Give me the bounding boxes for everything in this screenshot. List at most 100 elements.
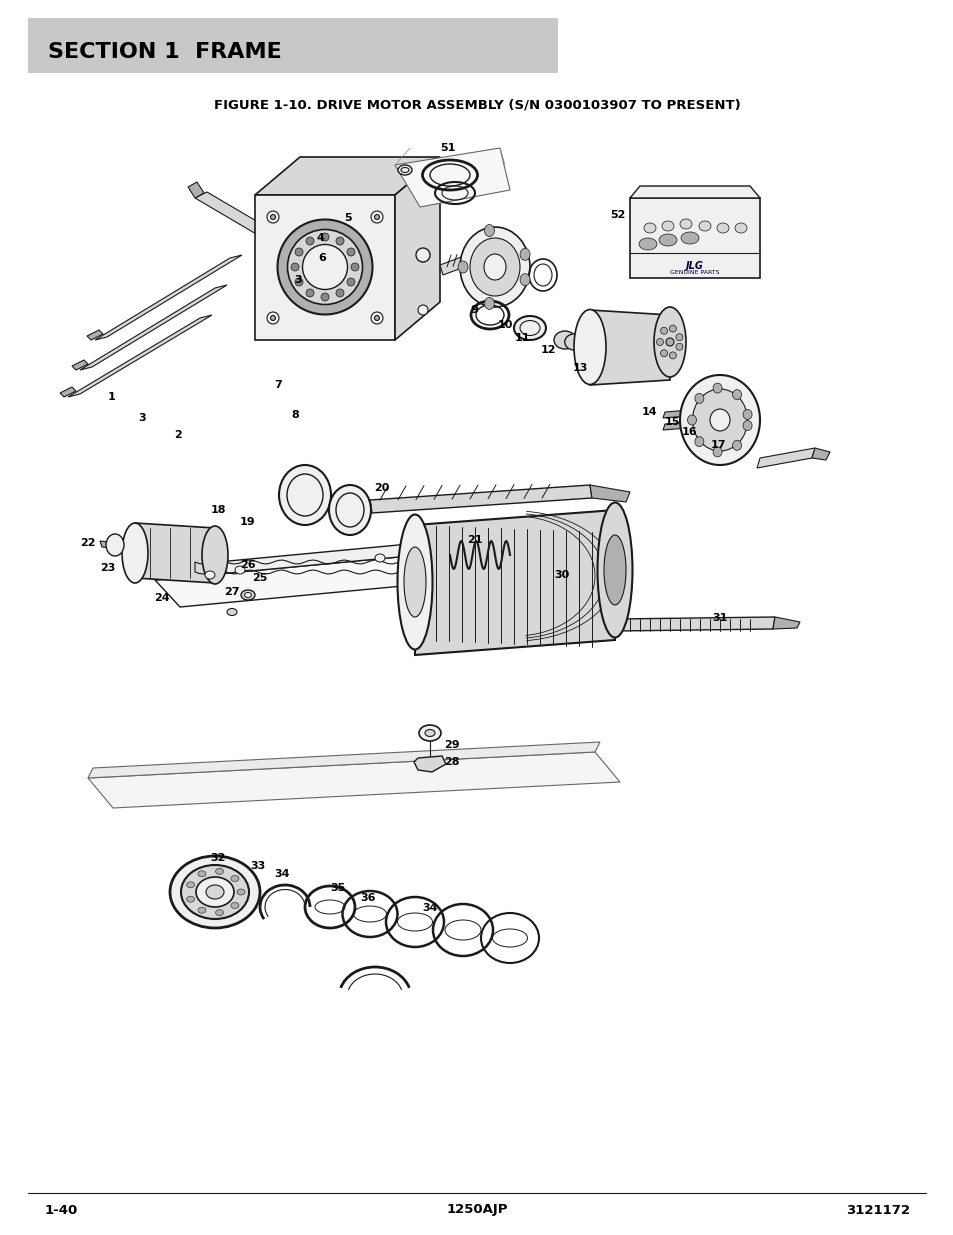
Text: 11: 11 xyxy=(514,333,529,343)
Text: 30: 30 xyxy=(554,571,569,580)
Ellipse shape xyxy=(202,526,228,584)
Polygon shape xyxy=(135,522,214,583)
Polygon shape xyxy=(414,756,446,772)
Ellipse shape xyxy=(675,333,682,341)
Ellipse shape xyxy=(277,220,372,315)
Text: 27: 27 xyxy=(224,587,239,597)
Ellipse shape xyxy=(484,298,494,310)
Ellipse shape xyxy=(234,566,245,574)
Text: 32: 32 xyxy=(210,853,226,863)
Ellipse shape xyxy=(742,410,751,420)
Text: FIGURE 1-10. DRIVE MOTOR ASSEMBLY (S/N 0300103907 TO PRESENT): FIGURE 1-10. DRIVE MOTOR ASSEMBLY (S/N 0… xyxy=(213,99,740,111)
Polygon shape xyxy=(395,148,510,207)
Ellipse shape xyxy=(351,263,358,270)
Ellipse shape xyxy=(306,289,314,296)
Text: 28: 28 xyxy=(444,757,459,767)
Polygon shape xyxy=(95,254,242,340)
Text: 15: 15 xyxy=(663,417,679,427)
Ellipse shape xyxy=(734,224,746,233)
Ellipse shape xyxy=(244,593,252,598)
Ellipse shape xyxy=(267,312,278,324)
Ellipse shape xyxy=(329,485,371,535)
Ellipse shape xyxy=(643,224,656,233)
Text: 17: 17 xyxy=(709,440,725,450)
Text: 16: 16 xyxy=(681,427,697,437)
Ellipse shape xyxy=(659,327,667,335)
Text: GENUINE PARTS: GENUINE PARTS xyxy=(670,270,719,275)
Text: 20: 20 xyxy=(374,483,389,493)
Ellipse shape xyxy=(519,274,530,285)
Ellipse shape xyxy=(424,730,435,736)
Polygon shape xyxy=(60,387,76,396)
Ellipse shape xyxy=(231,876,238,882)
Ellipse shape xyxy=(347,278,355,287)
Ellipse shape xyxy=(371,211,382,224)
Text: 7: 7 xyxy=(274,380,281,390)
Polygon shape xyxy=(772,618,800,629)
Ellipse shape xyxy=(320,233,329,241)
Polygon shape xyxy=(100,541,119,550)
Text: 4: 4 xyxy=(315,233,324,243)
Polygon shape xyxy=(71,359,88,370)
Text: 3121172: 3121172 xyxy=(845,1203,909,1216)
Ellipse shape xyxy=(484,225,494,237)
Polygon shape xyxy=(194,191,274,238)
Polygon shape xyxy=(154,542,430,580)
Text: 13: 13 xyxy=(572,363,587,373)
Polygon shape xyxy=(415,510,615,655)
Polygon shape xyxy=(188,182,204,198)
Ellipse shape xyxy=(679,375,760,466)
Ellipse shape xyxy=(294,248,303,256)
Text: 24: 24 xyxy=(154,593,170,603)
Ellipse shape xyxy=(271,215,275,220)
Ellipse shape xyxy=(717,224,728,233)
Ellipse shape xyxy=(694,394,703,404)
Text: 36: 36 xyxy=(360,893,375,903)
Ellipse shape xyxy=(195,877,233,906)
Text: 35: 35 xyxy=(330,883,345,893)
Text: 3: 3 xyxy=(294,275,301,285)
Text: 8: 8 xyxy=(291,410,298,420)
Ellipse shape xyxy=(732,441,740,451)
Polygon shape xyxy=(589,485,629,501)
Ellipse shape xyxy=(483,254,505,280)
Ellipse shape xyxy=(639,238,657,249)
Text: JLG: JLG xyxy=(685,261,703,270)
Polygon shape xyxy=(589,310,669,385)
Ellipse shape xyxy=(320,293,329,301)
Ellipse shape xyxy=(712,383,721,393)
Ellipse shape xyxy=(692,389,747,451)
Ellipse shape xyxy=(712,447,721,457)
Ellipse shape xyxy=(687,415,696,425)
Ellipse shape xyxy=(375,555,385,562)
Polygon shape xyxy=(662,408,714,417)
Ellipse shape xyxy=(236,889,245,895)
Ellipse shape xyxy=(586,340,603,353)
Ellipse shape xyxy=(656,338,662,346)
Ellipse shape xyxy=(231,903,238,909)
Polygon shape xyxy=(629,186,760,198)
Ellipse shape xyxy=(597,503,632,637)
Text: 34: 34 xyxy=(422,903,437,913)
Text: 10: 10 xyxy=(497,320,512,330)
Text: 9: 9 xyxy=(470,305,477,315)
Ellipse shape xyxy=(371,312,382,324)
Text: 3: 3 xyxy=(138,412,146,424)
Ellipse shape xyxy=(418,725,440,741)
Ellipse shape xyxy=(403,547,426,618)
Polygon shape xyxy=(254,157,439,195)
Ellipse shape xyxy=(519,248,530,261)
Ellipse shape xyxy=(564,333,584,351)
Ellipse shape xyxy=(205,571,214,579)
Ellipse shape xyxy=(335,289,344,296)
Bar xyxy=(28,19,558,73)
Polygon shape xyxy=(662,420,714,430)
Ellipse shape xyxy=(417,305,428,315)
Text: 52: 52 xyxy=(610,210,625,220)
Ellipse shape xyxy=(227,609,236,615)
Ellipse shape xyxy=(294,278,303,287)
Polygon shape xyxy=(439,249,482,275)
Text: 18: 18 xyxy=(210,505,226,515)
Ellipse shape xyxy=(170,856,260,927)
Polygon shape xyxy=(80,285,227,370)
